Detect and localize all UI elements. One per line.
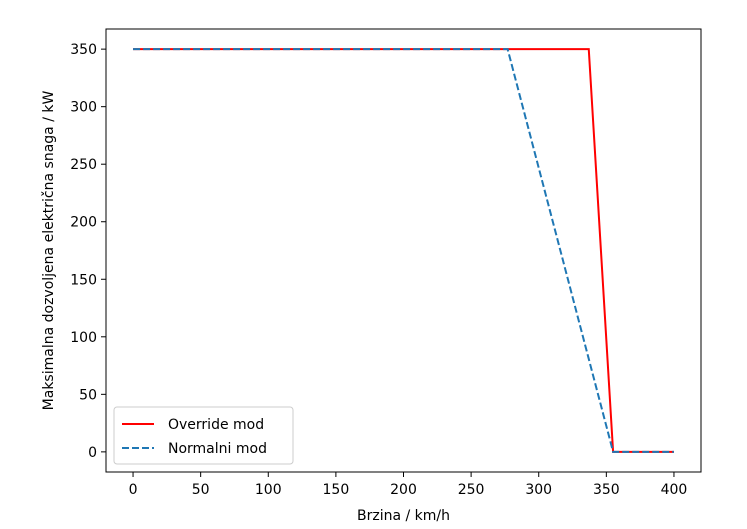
y-tick-label: 0 [88,445,97,461]
legend-label-normalni-mod: Normalni mod [168,441,267,457]
plot-area-frame [105,28,702,473]
x-axis-label: Brzina / km/h [357,508,450,524]
x-tick-label: 0 [129,482,138,498]
y-tick-label: 300 [70,100,97,116]
y-tick-label: 250 [70,157,97,173]
legend: Override mod Normalni mod [113,406,294,465]
series-layer [133,48,674,453]
x-tick-label: 50 [192,482,210,498]
x-tick-label: 200 [390,482,417,498]
y-axis-label: Maksimalna dozvoljena električna snaga /… [41,91,57,411]
y-tick-label: 100 [70,330,97,346]
y-tick-label: 150 [70,272,97,288]
x-tick-label: 300 [525,482,552,498]
x-tick-label: 400 [661,482,688,498]
y-axis: 0 50 100 150 200 250 300 350 [70,42,106,461]
y-tick-label: 50 [79,387,97,403]
x-tick-label: 250 [458,482,485,498]
y-tick-label: 350 [70,42,97,58]
x-tick-label: 100 [255,482,282,498]
series-line-normalni-mod [133,48,674,453]
y-tick-label: 200 [70,215,97,231]
legend-label-override-mod: Override mod [168,417,264,433]
x-axis: 0 50 100 150 200 250 300 350 400 [129,472,688,498]
legend-box [113,406,294,465]
x-tick-label: 150 [323,482,350,498]
x-tick-label: 350 [593,482,620,498]
